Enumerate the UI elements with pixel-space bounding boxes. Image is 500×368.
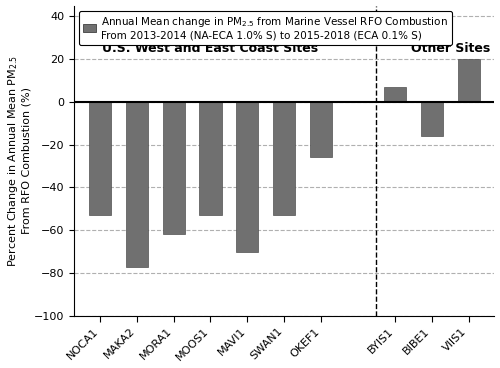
Bar (236, 102, 258, 252)
Bar (126, 102, 148, 266)
Bar (273, 102, 295, 215)
Bar (162, 102, 184, 234)
Bar (420, 102, 443, 136)
Bar (384, 87, 406, 102)
Bar (310, 102, 332, 158)
Bar (458, 59, 479, 102)
Y-axis label: Percent Change in Annual Mean PM$_{2.5}$
From RFO Combustion (%): Percent Change in Annual Mean PM$_{2.5}$… (6, 55, 31, 267)
Text: Other Sites: Other Sites (410, 42, 490, 55)
Text: U.S. West and East Coast Sites: U.S. West and East Coast Sites (102, 42, 318, 55)
Legend: Annual Mean change in PM$_{2.5}$ from Marine Vessel RFO Combustion
From 2013-201: Annual Mean change in PM$_{2.5}$ from Ma… (79, 11, 452, 45)
Bar (200, 102, 222, 215)
Bar (89, 102, 111, 215)
